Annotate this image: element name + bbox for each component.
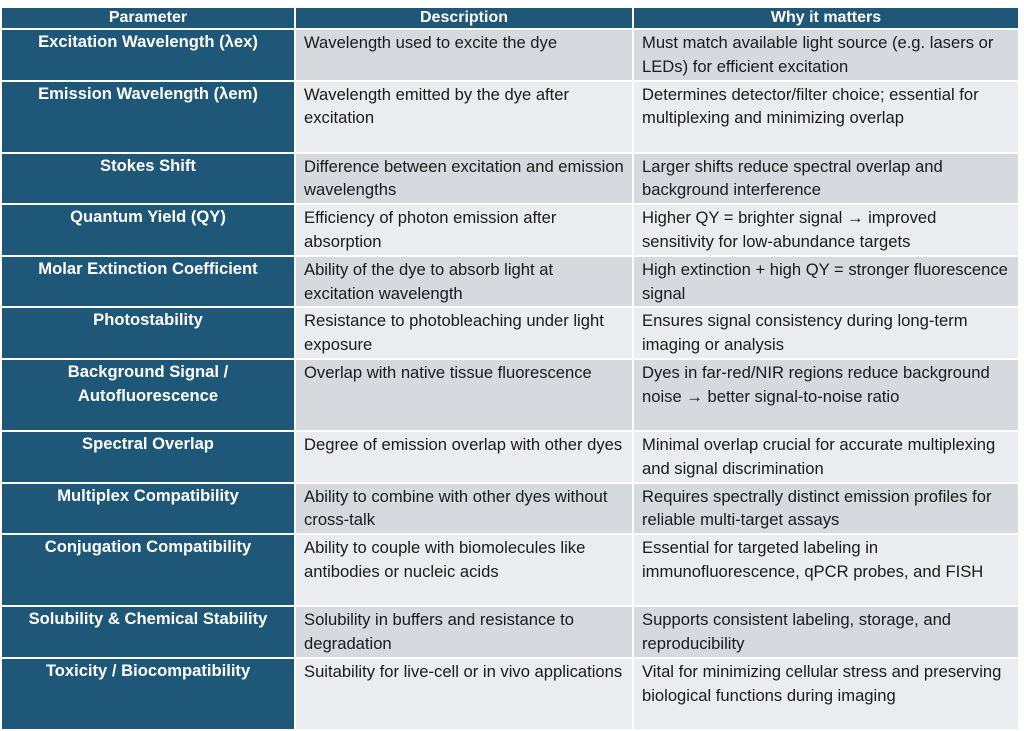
table-row: Spectral Overlap Degree of emission over… <box>2 431 1018 482</box>
table-body: Excitation Wavelength (λex) Wavelength u… <box>2 30 1018 729</box>
description-cell: Wavelength emitted by the dye after exci… <box>296 81 632 152</box>
why-cell: High extinction + high QY = stronger flu… <box>634 256 1018 307</box>
parameter-cell: Photostability <box>2 308 294 358</box>
why-cell: Minimal overlap crucial for accurate mul… <box>634 431 1018 482</box>
description-cell: Overlap with native tissue fluorescence <box>296 359 632 430</box>
parameter-cell: Solubility & Chemical Stability <box>2 607 294 657</box>
parameter-cell: Molar Extinction Coefficient <box>2 256 294 307</box>
header-row: Parameter Description Why it matters <box>2 8 1018 28</box>
why-cell: Higher QY = brighter signal → improved s… <box>634 205 1018 255</box>
table-row: Solubility & Chemical Stability Solubili… <box>2 607 1018 657</box>
table-row: Conjugation Compatibility Ability to cou… <box>2 535 1018 606</box>
description-cell: Degree of emission overlap with other dy… <box>296 431 632 482</box>
description-cell: Difference between excitation and emissi… <box>296 153 632 204</box>
description-cell: Efficiency of photon emission after abso… <box>296 205 632 255</box>
why-cell: Must match available light source (e.g. … <box>634 30 1018 80</box>
table-row: Photostability Resistance to photobleach… <box>2 308 1018 358</box>
description-cell: Wavelength used to excite the dye <box>296 30 632 80</box>
table-row: Background Signal / Autofluorescence Ove… <box>2 359 1018 430</box>
description-cell: Ability to couple with biomolecules like… <box>296 535 632 606</box>
description-cell: Ability of the dye to absorb light at ex… <box>296 256 632 307</box>
why-cell: Supports consistent labeling, storage, a… <box>634 607 1018 657</box>
dye-parameters-table: Parameter Description Why it matters Exc… <box>0 6 1020 731</box>
why-cell: Determines detector/filter choice; essen… <box>634 81 1018 152</box>
table-row: Emission Wavelength (λem) Wavelength emi… <box>2 81 1018 152</box>
header-description: Description <box>296 8 632 28</box>
header-parameter: Parameter <box>2 8 294 28</box>
why-cell: Requires spectrally distinct emission pr… <box>634 483 1018 534</box>
parameter-cell: Excitation Wavelength (λex) <box>2 30 294 80</box>
parameter-cell: Emission Wavelength (λem) <box>2 81 294 152</box>
table-row: Multiplex Compatibility Ability to combi… <box>2 483 1018 534</box>
table-header: Parameter Description Why it matters <box>2 8 1018 28</box>
why-cell: Ensures signal consistency during long-t… <box>634 308 1018 358</box>
description-cell: Suitability for live-cell or in vivo app… <box>296 658 632 729</box>
parameter-cell: Stokes Shift <box>2 153 294 204</box>
why-cell: Essential for targeted labeling in immun… <box>634 535 1018 606</box>
table-row: Excitation Wavelength (λex) Wavelength u… <box>2 30 1018 80</box>
parameter-cell: Spectral Overlap <box>2 431 294 482</box>
table-row: Stokes Shift Difference between excitati… <box>2 153 1018 204</box>
description-cell: Ability to combine with other dyes witho… <box>296 483 632 534</box>
description-cell: Resistance to photobleaching under light… <box>296 308 632 358</box>
parameter-cell: Conjugation Compatibility <box>2 535 294 606</box>
why-cell: Larger shifts reduce spectral overlap an… <box>634 153 1018 204</box>
parameter-cell: Multiplex Compatibility <box>2 483 294 534</box>
table-row: Quantum Yield (QY) Efficiency of photon … <box>2 205 1018 255</box>
table-row: Toxicity / Biocompatibility Suitability … <box>2 658 1018 729</box>
parameter-cell: Quantum Yield (QY) <box>2 205 294 255</box>
why-cell: Dyes in far-red/NIR regions reduce backg… <box>634 359 1018 430</box>
parameter-cell: Toxicity / Biocompatibility <box>2 658 294 729</box>
header-why-it-matters: Why it matters <box>634 8 1018 28</box>
table-row: Molar Extinction Coefficient Ability of … <box>2 256 1018 307</box>
why-cell: Vital for minimizing cellular stress and… <box>634 658 1018 729</box>
parameter-cell: Background Signal / Autofluorescence <box>2 359 294 430</box>
description-cell: Solubility in buffers and resistance to … <box>296 607 632 657</box>
